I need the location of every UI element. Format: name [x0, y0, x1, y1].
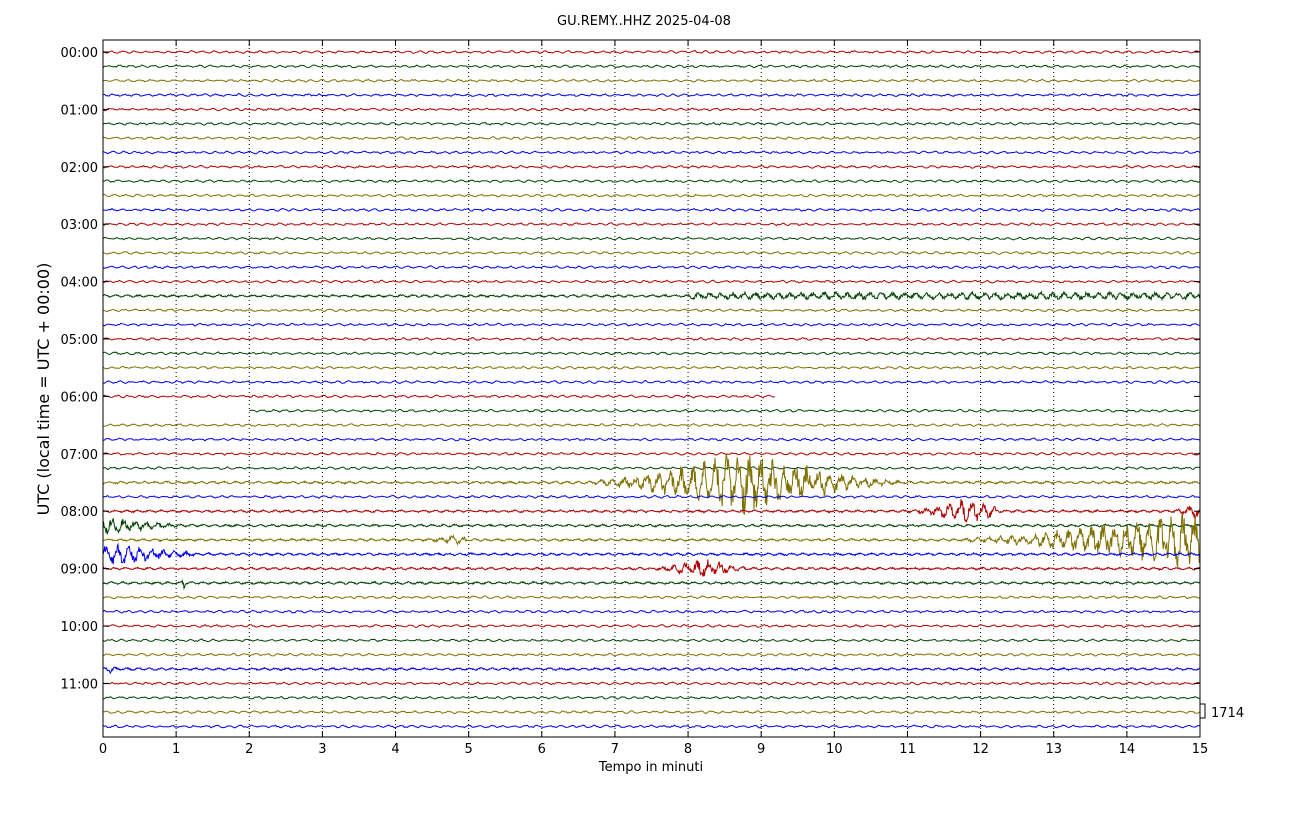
x-tick-label: 14: [1119, 742, 1136, 757]
trace-row: [102, 136, 1200, 141]
trace-row: [102, 578, 1201, 591]
x-axis-label: Tempo in minuti: [598, 760, 703, 775]
trace-row: [102, 454, 1201, 515]
scale-bar: [1199, 703, 1206, 719]
trace-row: [102, 513, 1201, 568]
y-tick-label: 06:00: [61, 390, 98, 405]
trace-row: [102, 710, 1200, 715]
trace-row: [102, 499, 1200, 523]
x-tick-label: 2: [245, 742, 253, 757]
trace-row: [102, 666, 1200, 675]
trace-row: [102, 107, 1200, 112]
trace-row: [102, 164, 1200, 169]
trace-row: [102, 150, 1200, 155]
trace-row: [102, 494, 1200, 499]
y-tick-label: 11:00: [61, 677, 98, 692]
trace-row: [102, 93, 1200, 98]
trace-row: [102, 265, 1200, 270]
trace-row: [102, 78, 1200, 83]
y-tick-label: 00:00: [61, 46, 98, 61]
trace-row: [102, 49, 1200, 54]
trace-row: [102, 518, 1200, 535]
trace-row: [102, 451, 1200, 456]
x-axis-ticks: 0 1 2 3 4 5 6 7 8 9 10 11 12 13 14 15: [99, 40, 1208, 757]
x-tick-label: 12: [972, 742, 989, 757]
trace-row: [102, 638, 1200, 643]
y-axis-ticks: 00:00 01:00 02:00 03:00 04:00 05:00 06:00 07:00…: [61, 46, 1200, 692]
y-tick-label: 09:00: [61, 563, 98, 578]
trace-row: [102, 250, 1200, 255]
x-tick-label: 4: [391, 742, 399, 757]
trace-row: [102, 595, 1200, 600]
seismic-traces: [102, 49, 1201, 729]
trace-row: [102, 542, 1200, 565]
x-tick-label: 15: [1192, 742, 1209, 757]
x-tick-label: 0: [99, 742, 107, 757]
scale-indicator: 1714: [1199, 703, 1244, 721]
trace-row: [102, 290, 1201, 302]
x-tick-label: 13: [1045, 742, 1062, 757]
x-tick-label: 8: [684, 742, 692, 757]
trace-row: [102, 322, 1200, 327]
plot-frame: [102, 39, 1201, 738]
trace-row: [102, 466, 1200, 471]
trace-row: [102, 365, 1200, 370]
y-tick-label: 08:00: [61, 505, 98, 520]
trace-row: [102, 222, 1200, 227]
trace-row: [102, 681, 1200, 686]
trace-row: [102, 64, 1200, 69]
x-tick-label: 7: [611, 742, 619, 757]
trace-row: [102, 695, 1200, 700]
x-tick-label: 9: [757, 742, 765, 757]
trace-row: [102, 308, 1200, 313]
trace-row: [102, 193, 1200, 198]
y-tick-label: 02:00: [61, 161, 98, 176]
trace-row: [102, 437, 1200, 442]
trace-row: [103, 179, 1200, 184]
trace-row: [102, 279, 1200, 284]
grid-lines: [175, 40, 1128, 737]
trace-row: [102, 559, 1201, 577]
trace-row: [102, 394, 776, 399]
chart-title: GU.REMY..HHZ 2025-04-08: [557, 14, 731, 29]
trace-row: [102, 337, 1200, 342]
x-tick-label: 5: [465, 742, 473, 757]
trace-row: [102, 236, 1200, 241]
trace-row: [102, 724, 1200, 729]
x-tick-label: 6: [538, 742, 546, 757]
scale-label: 1714: [1211, 706, 1244, 721]
trace-row: [102, 423, 1200, 428]
trace-row: [102, 623, 1200, 629]
trace-row: [102, 380, 1200, 385]
y-tick-label: 05:00: [61, 333, 98, 348]
trace-row: [249, 408, 1199, 413]
x-tick-label: 3: [318, 742, 326, 757]
y-tick-label: 04:00: [61, 276, 98, 291]
y-tick-label: 01:00: [61, 103, 98, 118]
trace-row: [102, 121, 1200, 126]
y-tick-label: 03:00: [61, 218, 98, 233]
x-tick-label: 11: [899, 742, 916, 757]
trace-row: [102, 609, 1200, 614]
trace-row: [102, 351, 1200, 356]
trace-row: [102, 652, 1200, 657]
y-axis-label: UTC (local time = UTC + 00:00): [34, 263, 53, 516]
y-tick-label: 10:00: [61, 620, 98, 635]
trace-row: [102, 207, 1200, 212]
x-tick-label: 1: [172, 742, 180, 757]
x-tick-label: 10: [826, 742, 843, 757]
y-tick-label: 07:00: [61, 448, 98, 463]
